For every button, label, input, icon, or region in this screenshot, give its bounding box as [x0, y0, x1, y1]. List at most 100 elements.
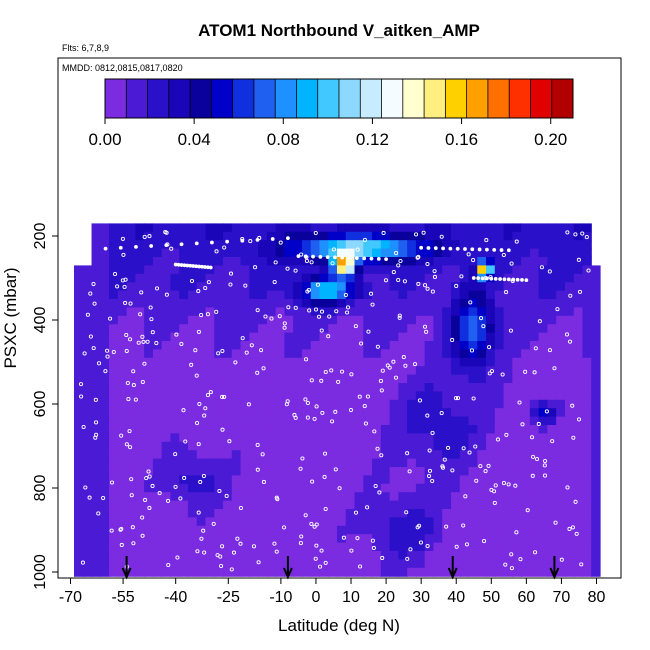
- heatmap-cell: [494, 542, 505, 552]
- heatmap-cell: [284, 307, 294, 317]
- observation-point: [373, 483, 378, 489]
- heatmap-cell: [126, 467, 136, 476]
- heatmap-cell: [337, 357, 347, 367]
- heatmap-cell: [187, 450, 198, 460]
- heatmap-cell: [372, 240, 382, 250]
- observation-point: [536, 421, 541, 427]
- heatmap-cell: [486, 500, 496, 510]
- heatmap-cell: [591, 525, 601, 535]
- heatmap-cell: [310, 425, 321, 434]
- heatmap-cell: [573, 399, 584, 409]
- heatmap-cell: [521, 416, 531, 426]
- heatmap-cell: [91, 467, 101, 476]
- heatmap-cell: [100, 366, 110, 376]
- heatmap-cell: [424, 525, 435, 535]
- observation-point: [224, 493, 229, 498]
- observation-point: [121, 252, 126, 257]
- heatmap-cell: [363, 299, 373, 308]
- heatmap-cell: [337, 542, 347, 552]
- heatmap-cell: [345, 425, 356, 434]
- heatmap-cell: [275, 483, 285, 493]
- heatmap-cell: [275, 341, 285, 350]
- heatmap-cell: [547, 500, 557, 510]
- observation-point: [314, 522, 319, 527]
- heatmap-cell: [117, 467, 128, 476]
- heatmap-cell: [354, 551, 364, 560]
- heatmap-cell: [187, 299, 198, 308]
- heatmap-cell: [301, 391, 312, 401]
- heatmap-cell: [152, 441, 163, 451]
- heatmap-cell: [433, 324, 443, 334]
- heatmap-cell: [389, 450, 399, 460]
- heatmap-cell: [363, 315, 373, 325]
- heatmap-cell: [91, 534, 101, 544]
- heatmap-cell: [398, 399, 408, 409]
- heatmap-cell: [468, 416, 478, 426]
- heatmap-cell: [433, 500, 443, 510]
- observation-point: [323, 506, 328, 512]
- heatmap-cell: [415, 383, 426, 392]
- heatmap-cell: [144, 307, 154, 317]
- heatmap-cell: [503, 475, 513, 485]
- heatmap-cell: [564, 315, 575, 325]
- heatmap-cell: [415, 223, 426, 233]
- heatmap-cell: [415, 441, 426, 451]
- observation-point: [127, 429, 132, 434]
- heatmap-cell: [196, 282, 207, 292]
- heatmap-cell: [363, 525, 373, 535]
- heatmap-cell: [293, 265, 303, 275]
- heatmap-cell: [407, 366, 417, 376]
- heatmap-cell: [363, 324, 373, 334]
- heatmap-cell: [582, 399, 592, 409]
- heatmap-cell: [293, 416, 303, 426]
- heatmap-cell: [284, 223, 294, 233]
- observation-point: [576, 257, 581, 262]
- heatmap-cell: [477, 299, 487, 308]
- heatmap-cell: [249, 450, 259, 460]
- observation-point: [274, 549, 279, 554]
- colorbar-swatch: [339, 79, 361, 118]
- heatmap-cell: [301, 240, 312, 250]
- heatmap-cell: [82, 366, 93, 376]
- heatmap-cell: [582, 223, 592, 233]
- heatmap-cell: [415, 425, 426, 434]
- observation-point: [379, 388, 384, 393]
- heatmap-cell: [74, 475, 84, 485]
- heatmap-cell: [477, 349, 487, 359]
- heatmap-cell: [258, 324, 268, 334]
- heatmap-cell: [424, 551, 435, 560]
- observation-point: [304, 258, 309, 263]
- heatmap-cell: [380, 441, 391, 451]
- heatmap-cell: [240, 324, 250, 334]
- heatmap-cell: [82, 467, 93, 476]
- heatmap-cell: [442, 307, 452, 317]
- heatmap-cell: [573, 349, 584, 359]
- heatmap-cell: [424, 332, 435, 342]
- heatmap-cell: [494, 425, 505, 434]
- heatmap-cell: [415, 492, 426, 502]
- heatmap-cell: [345, 534, 356, 544]
- observation-point: [529, 435, 535, 440]
- heatmap-cell: [564, 475, 575, 485]
- heatmap-cell: [170, 433, 180, 443]
- heatmap-cell: [258, 299, 268, 308]
- heatmap-cell: [582, 534, 592, 544]
- observation-point: [363, 421, 368, 426]
- observation-point: [133, 397, 138, 402]
- observation-point: [469, 348, 475, 353]
- colorbar-tick-label: 0.04: [178, 130, 211, 149]
- heatmap-cell: [424, 357, 435, 367]
- heatmap-cell: [100, 231, 110, 241]
- observation-point: [570, 403, 575, 408]
- heatmap-cell: [126, 509, 136, 518]
- heatmap-cell: [529, 534, 540, 544]
- heatmap-cell: [214, 492, 224, 502]
- heatmap-cell: [556, 383, 566, 392]
- observation-point: [514, 239, 519, 244]
- observation-point: [81, 425, 86, 430]
- heatmap-cell: [424, 341, 435, 350]
- observation-point: [269, 316, 274, 321]
- heatmap-cell: [363, 551, 373, 560]
- heatmap-cell: [363, 290, 373, 300]
- heatmap-cell: [442, 324, 452, 334]
